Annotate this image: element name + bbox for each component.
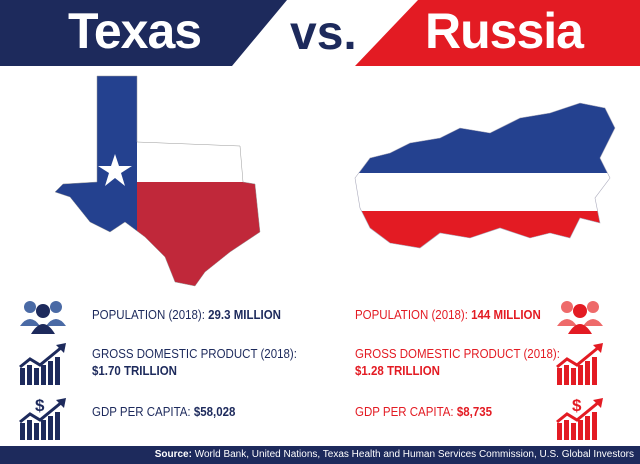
vs-label: vs. bbox=[290, 7, 357, 60]
texas-gdp: GROSS DOMESTIC PRODUCT (2018): $1.70 TRIL… bbox=[92, 347, 297, 378]
people-icon bbox=[20, 301, 66, 334]
texas-flag-map bbox=[55, 75, 261, 287]
russia-gdp: GROSS DOMESTIC PRODUCT (2018): $1.28 TRIL… bbox=[355, 347, 560, 378]
russia-flag-map bbox=[354, 102, 616, 249]
dollar-growth-icon: $ bbox=[556, 396, 603, 440]
texas-title: Texas bbox=[68, 3, 202, 59]
russia-population: POPULATION (2018): 144 MILLION bbox=[355, 308, 541, 322]
svg-text:$: $ bbox=[35, 396, 45, 415]
dollar-growth-icon: $ bbox=[19, 396, 66, 440]
texas-population: POPULATION (2018): 29.3 MILLION bbox=[92, 308, 281, 322]
header-banner bbox=[0, 0, 640, 66]
texas-gdp-per-capita: GDP PER CAPITA: $58,028 bbox=[92, 405, 236, 419]
russia-gdp-per-capita: GDP PER CAPITA: $8,735 bbox=[355, 405, 493, 419]
growth-chart-icon bbox=[19, 343, 66, 385]
svg-text:$: $ bbox=[572, 396, 582, 415]
texas-banner bbox=[0, 0, 287, 66]
people-icon bbox=[557, 301, 603, 334]
russia-banner bbox=[355, 0, 640, 66]
russia-title: Russia bbox=[425, 3, 584, 59]
growth-chart-icon bbox=[556, 343, 603, 385]
star-icon bbox=[98, 154, 132, 186]
source-footer: Source: World Bank, United Nations, Texa… bbox=[0, 446, 640, 464]
